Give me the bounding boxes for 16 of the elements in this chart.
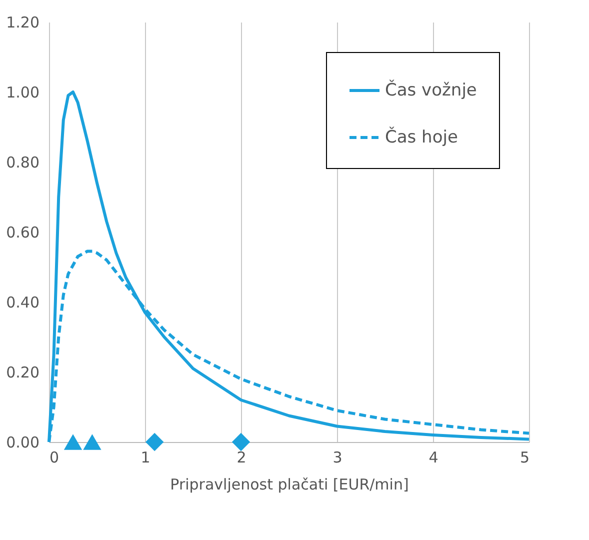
- x-tick-label: 5: [520, 448, 530, 466]
- y-tick-label: 1.00: [6, 84, 40, 102]
- legend-label: Čas vožnje: [385, 80, 477, 100]
- x-tick-label: 0: [50, 448, 60, 466]
- x-axis-title: Pripravljenost plačati [EUR/min]: [170, 476, 409, 494]
- y-tick-label: 0.20: [6, 364, 40, 382]
- y-tick-label: 0.80: [6, 154, 40, 172]
- x-tick-label: 3: [332, 448, 342, 466]
- y-tick-label: 1.20: [6, 14, 40, 32]
- y-tick-label: 0.40: [6, 294, 40, 312]
- x-tick-label: 2: [236, 448, 246, 466]
- legend-label: Čas hoje: [385, 126, 458, 148]
- x-tick-label: 1: [140, 448, 150, 466]
- y-tick-label: 0.60: [6, 224, 40, 242]
- x-tick-label: 4: [428, 448, 438, 466]
- y-tick-label: 0.00: [6, 434, 40, 452]
